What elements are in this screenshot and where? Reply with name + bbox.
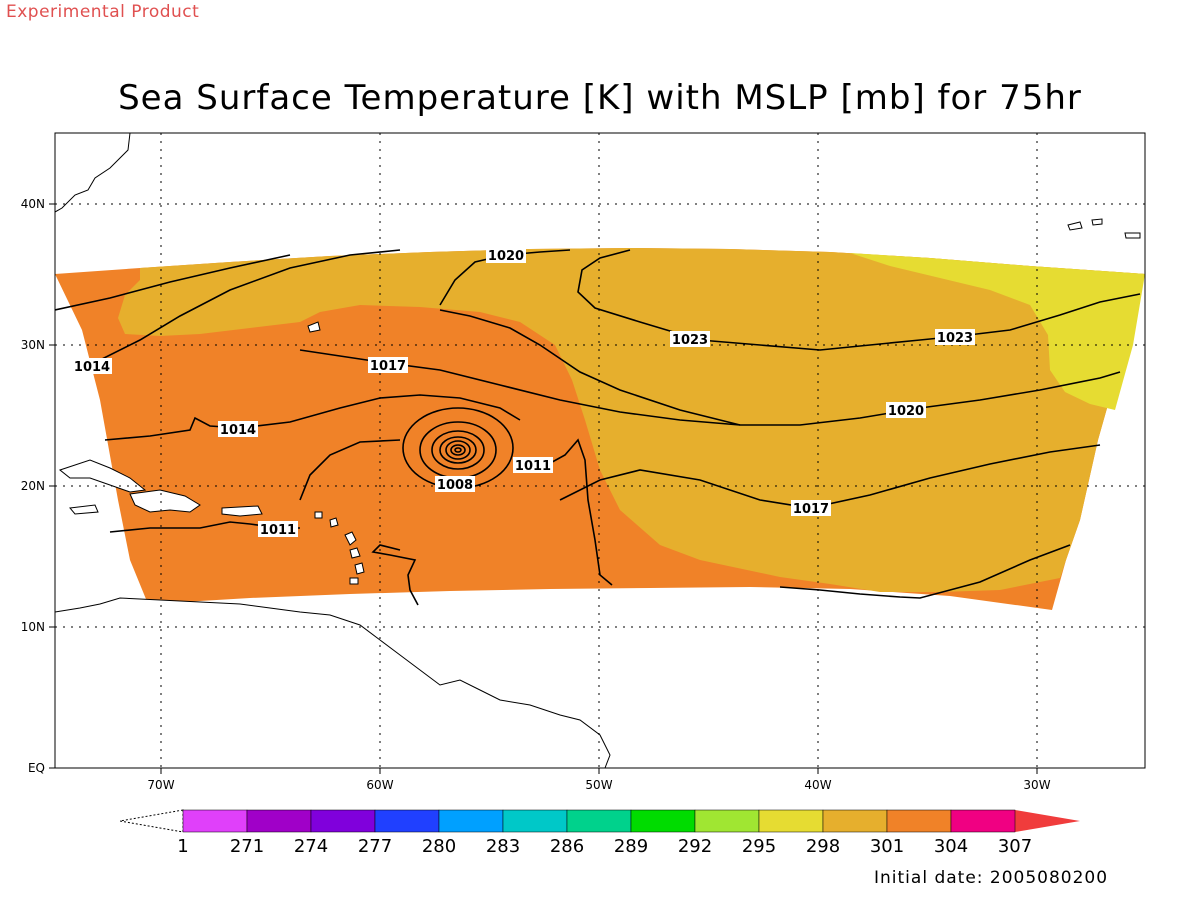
landmass-north-america (55, 133, 131, 213)
axis-ticks (49, 203, 1038, 774)
lon-label-40w: 40W (804, 778, 831, 792)
map-plot-area: 1020 1023 1023 1014 1017 1014 1020 1011 … (55, 133, 1145, 768)
landmass-south-america (55, 597, 611, 768)
lat-label-eq: EQ (28, 761, 45, 775)
colorbar-label: 289 (614, 836, 648, 857)
colorbar-label: 295 (742, 836, 776, 857)
island-bermuda (307, 321, 321, 333)
lat-label-10n: 10N (21, 620, 45, 634)
colorbar-label: 280 (422, 836, 456, 857)
islands-lesser-antilles (314, 511, 365, 585)
isobar-1017-north (55, 254, 291, 311)
isobar-label: 1020 (488, 249, 524, 264)
colorbar-label: 1 (177, 836, 188, 857)
isobar-label: 1020 (888, 404, 924, 419)
lon-label-50w: 50W (585, 778, 612, 792)
latitude-labels: EQ 10N 20N 30N 40N (21, 197, 45, 775)
colorbar-swatch (374, 809, 440, 833)
colorbar-swatch (438, 809, 504, 833)
island-jamaica (69, 504, 99, 515)
colorbar-swatch (758, 809, 824, 833)
colorbar: 1 271 274 277 280 283 286 289 292 295 298 301 304 307 (119, 809, 1080, 857)
longitude-labels: 70W 60W 50W 40W 30W (147, 778, 1050, 792)
isobar-label: 1011 (260, 523, 296, 538)
colorbar-label: 298 (806, 836, 840, 857)
isobar-1023-loop (577, 249, 1141, 351)
isobar-1014-west (104, 394, 521, 441)
map-gridlines (55, 133, 1145, 768)
colorbar-swatch (310, 809, 376, 833)
isobar-label: 1017 (370, 359, 406, 374)
colorbar-swatch (950, 809, 1016, 833)
colorbar-swatch (566, 809, 632, 833)
isobar-label: 1014 (74, 360, 110, 375)
colorbar-right-arrow (1015, 810, 1080, 832)
sst-shading-298 (850, 253, 1145, 410)
colorbar-label: 274 (294, 836, 328, 857)
lat-label-40n: 40N (21, 197, 45, 211)
isobar-1014-northwest (99, 249, 401, 361)
lon-label-60w: 60W (366, 778, 393, 792)
lon-label-70w: 70W (147, 778, 174, 792)
colorbar-label: 283 (486, 836, 520, 857)
isobar-1011-trough (544, 438, 613, 586)
isobar-1008-ring (371, 544, 419, 606)
isobar-label: 1023 (672, 333, 708, 348)
colorbar-swatch (630, 809, 696, 833)
colorbar-label: 307 (998, 836, 1032, 857)
isobar-label: 1008 (437, 478, 473, 493)
map-frame (54, 132, 1146, 769)
isobar-label: 1023 (937, 331, 973, 346)
isobar-label: 1014 (220, 423, 256, 438)
islands-azores (1067, 218, 1141, 239)
isobar-1017-center (299, 349, 1121, 426)
isobar-1020-center (439, 309, 741, 426)
lon-label-30w: 30W (1023, 778, 1050, 792)
colorbar-label: 292 (678, 836, 712, 857)
experimental-product-tag: Experimental Product (6, 2, 200, 22)
colorbar-swatch (246, 809, 312, 833)
lat-label-30n: 30N (21, 338, 45, 352)
colorbar-swatch (694, 809, 760, 833)
island-puerto-rico (221, 505, 263, 517)
map-title: Sea Surface Temperature [K] with MSLP [m… (118, 78, 1082, 118)
colorbar-label: 301 (870, 836, 904, 857)
isobar-labels: 1020 1023 1023 1014 1017 1014 1020 1011 … (72, 247, 975, 538)
colorbar-label: 286 (550, 836, 584, 857)
colorbar-label: 271 (230, 836, 264, 857)
colorbar-swatch (502, 809, 568, 833)
initial-date: Initial date: 2005080200 (874, 868, 1109, 888)
colorbar-swatch (886, 809, 952, 833)
isobar-label: 1011 (515, 459, 551, 474)
isobar-1014-south (779, 544, 1071, 599)
sst-shading-301 (118, 248, 1145, 592)
colorbar-label: 304 (934, 836, 968, 857)
colorbar-label: 277 (358, 836, 392, 857)
lat-label-20n: 20N (21, 479, 45, 493)
island-hispaniola (129, 489, 201, 513)
coastlines (55, 133, 1141, 768)
colorbar-swatch (822, 809, 888, 833)
island-cuba (58, 459, 147, 493)
colorbar-left-arrow (119, 809, 184, 833)
isobar-label: 1017 (793, 502, 829, 517)
colorbar-swatch (182, 809, 248, 833)
isobar-1011-ring (299, 439, 401, 501)
